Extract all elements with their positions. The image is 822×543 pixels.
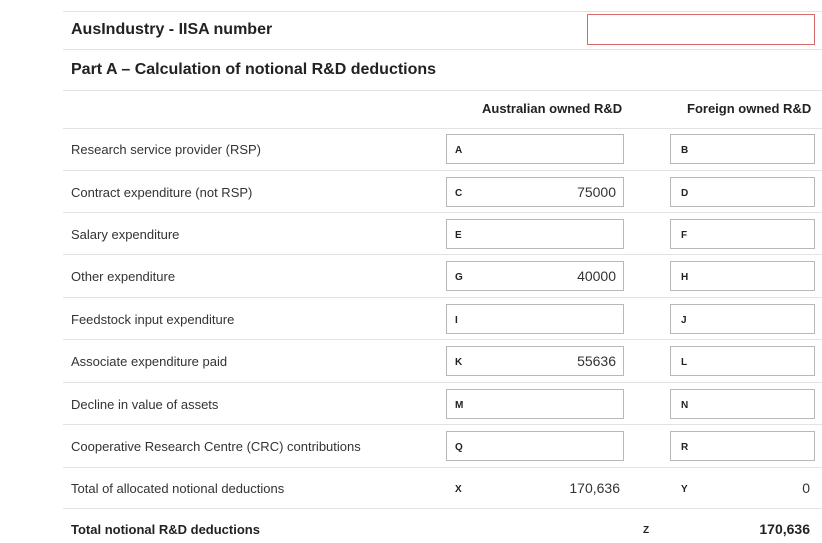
code-label: C bbox=[455, 188, 463, 199]
associate-foreign-input[interactable] bbox=[670, 346, 815, 376]
divider bbox=[63, 49, 822, 50]
code-label: M bbox=[455, 400, 464, 411]
row-label-associate: Associate expenditure paid bbox=[71, 354, 228, 369]
feedstock-foreign-input[interactable] bbox=[670, 304, 815, 334]
row-label-crc: Cooperative Research Centre (CRC) contri… bbox=[71, 439, 361, 454]
row-label-contract: Contract expenditure (not RSP) bbox=[71, 185, 253, 200]
contract-australian-input[interactable] bbox=[446, 177, 624, 207]
divider bbox=[63, 467, 822, 468]
code-label: J bbox=[681, 315, 687, 326]
code-label: H bbox=[681, 272, 689, 283]
row-label-decline: Decline in value of assets bbox=[71, 397, 219, 412]
divider bbox=[63, 297, 822, 298]
rsp-australian-input[interactable] bbox=[446, 134, 624, 164]
total-notional-value: 170,636 bbox=[759, 521, 810, 537]
crc-australian-input[interactable] bbox=[446, 431, 624, 461]
row-label-other: Other expenditure bbox=[71, 269, 176, 284]
divider bbox=[63, 339, 822, 340]
associate-australian-input[interactable] bbox=[446, 346, 624, 376]
contract-foreign-input[interactable] bbox=[670, 177, 815, 207]
code-label: L bbox=[681, 357, 688, 368]
code-label: Z bbox=[643, 525, 650, 536]
salary-foreign-input[interactable] bbox=[670, 219, 815, 249]
crc-foreign-input[interactable] bbox=[670, 431, 815, 461]
col-header-foreign: Foreign owned R&D bbox=[687, 101, 812, 116]
row-label-salary: Salary expenditure bbox=[71, 227, 180, 242]
total-allocated-foreign-value: 0 bbox=[802, 480, 810, 496]
divider bbox=[63, 424, 822, 425]
divider bbox=[63, 254, 822, 255]
code-label: B bbox=[681, 145, 689, 156]
total-notional-label: Total notional R&D deductions bbox=[71, 522, 260, 537]
code-label: I bbox=[455, 315, 458, 326]
total-allocated-australian-value: 170,636 bbox=[569, 480, 620, 496]
decline-foreign-input[interactable] bbox=[670, 389, 815, 419]
code-label: F bbox=[681, 230, 688, 241]
code-label: A bbox=[455, 145, 463, 156]
col-header-australian: Australian owned R&D bbox=[482, 101, 623, 116]
total-allocated-label: Total of allocated notional deductions bbox=[71, 481, 285, 496]
code-label: E bbox=[455, 230, 462, 241]
iisa-number-input[interactable] bbox=[587, 14, 815, 45]
other-australian-input[interactable] bbox=[446, 261, 624, 291]
code-label: G bbox=[455, 272, 463, 283]
code-label: D bbox=[681, 188, 689, 199]
code-label: N bbox=[681, 400, 689, 411]
feedstock-australian-input[interactable] bbox=[446, 304, 624, 334]
other-foreign-input[interactable] bbox=[670, 261, 815, 291]
iisa-label: AusIndustry - IISA number bbox=[71, 21, 273, 38]
code-label: Y bbox=[681, 484, 688, 495]
divider bbox=[63, 508, 822, 509]
row-label-feedstock: Feedstock input expenditure bbox=[71, 312, 235, 327]
rsp-foreign-input[interactable] bbox=[670, 134, 815, 164]
code-label: X bbox=[455, 484, 462, 495]
decline-australian-input[interactable] bbox=[446, 389, 624, 419]
divider bbox=[63, 128, 822, 129]
part-a-title: Part A – Calculation of notional R&D ded… bbox=[71, 61, 437, 78]
divider bbox=[63, 11, 822, 12]
code-label: R bbox=[681, 442, 689, 453]
salary-australian-input[interactable] bbox=[446, 219, 624, 249]
code-label: Q bbox=[455, 442, 463, 453]
code-label: K bbox=[455, 357, 463, 368]
divider bbox=[63, 170, 822, 171]
row-label-rsp: Research service provider (RSP) bbox=[71, 142, 262, 157]
divider bbox=[63, 90, 822, 91]
divider bbox=[63, 212, 822, 213]
divider bbox=[63, 382, 822, 383]
